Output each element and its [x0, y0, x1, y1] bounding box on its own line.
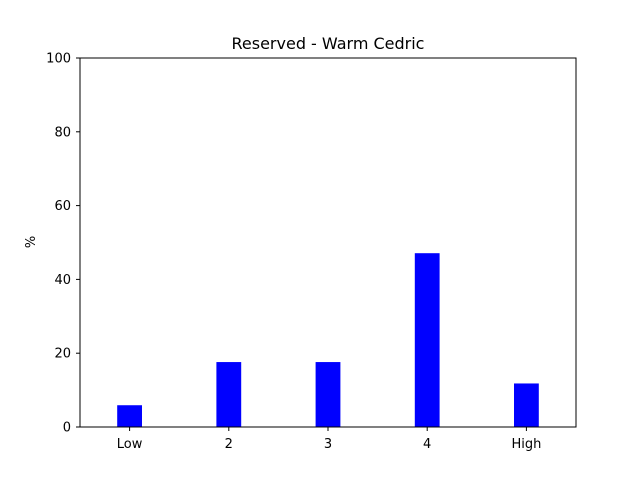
y-tick-label: 100 [46, 52, 71, 67]
y-tick-label: 20 [54, 347, 71, 362]
bar-3 [315, 362, 341, 427]
x-tick-label: Low [117, 437, 143, 452]
bars-group [117, 253, 539, 427]
bar-high [514, 383, 539, 427]
plot-area-frame [79, 57, 577, 428]
chart-title: Reserved - Warm Cedric [232, 34, 425, 53]
x-tick-label: 2 [225, 437, 233, 452]
y-axis-label: % [24, 236, 39, 248]
x-axis-ticks: Low 2 3 4 High [117, 427, 541, 452]
x-tick-label: 4 [423, 437, 431, 452]
y-axis-ticks: 0 20 40 60 80 100 [46, 52, 80, 436]
x-tick-label: 3 [324, 437, 332, 452]
y-tick-label: 40 [54, 273, 71, 288]
y-tick-label: 0 [63, 421, 71, 436]
y-tick-label: 60 [54, 199, 71, 214]
bar-low [117, 405, 142, 427]
bar-2 [216, 362, 242, 427]
bar-4 [414, 253, 440, 427]
y-tick-label: 80 [54, 125, 71, 140]
x-tick-label: High [511, 437, 541, 452]
